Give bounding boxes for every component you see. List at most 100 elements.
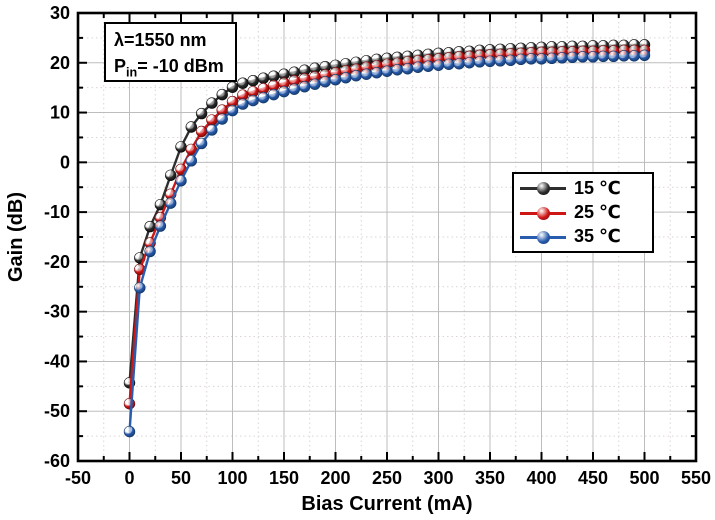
data-point-marker xyxy=(360,68,373,80)
data-point-marker xyxy=(432,59,445,71)
data-point-marker xyxy=(463,57,476,69)
data-point-marker xyxy=(195,107,208,120)
x-tick-label: 350 xyxy=(475,468,505,488)
data-point-marker xyxy=(515,53,527,65)
data-point-marker xyxy=(175,175,187,187)
data-point-marker xyxy=(391,64,403,76)
y-tick-label: -40 xyxy=(44,351,70,371)
x-tick-label: 100 xyxy=(217,468,247,488)
data-point-marker xyxy=(185,121,198,133)
legend-ball-icon xyxy=(537,230,550,244)
data-point-marker xyxy=(556,52,568,64)
y-tick-label: -10 xyxy=(44,202,70,222)
x-tick-label: 50 xyxy=(171,468,191,488)
x-tick-label: 150 xyxy=(269,468,299,488)
data-point-marker xyxy=(340,72,352,84)
data-point-marker xyxy=(206,114,218,126)
series-35℃ xyxy=(123,49,651,438)
data-point-marker xyxy=(247,74,259,87)
data-point-marker xyxy=(504,54,517,66)
x-tick-label: 300 xyxy=(423,468,453,488)
legend-line-ball-icon xyxy=(520,206,566,220)
data-point-marker xyxy=(226,104,239,117)
data-point-marker xyxy=(412,61,424,73)
y-tick-label: -20 xyxy=(44,252,70,272)
y-tick-label: 20 xyxy=(50,53,70,73)
y-axis-title: Gain (dB) xyxy=(5,192,27,282)
data-point-marker xyxy=(216,113,228,125)
y-tick-label: 0 xyxy=(60,152,70,172)
grid-major xyxy=(78,13,696,461)
legend-item-35c: 35 ℃ xyxy=(520,225,646,249)
data-point-marker xyxy=(546,52,558,64)
data-point-marker xyxy=(494,55,506,67)
data-point-marker xyxy=(607,50,620,63)
data-point-marker xyxy=(165,169,177,181)
data-point-marker xyxy=(597,50,609,63)
data-point-marker xyxy=(566,51,579,64)
data-point-marker xyxy=(576,51,589,63)
data-point-marker xyxy=(195,137,208,150)
annotation-box: λ=1550 nm Pin= -10 dBm xyxy=(104,22,237,82)
data-point-marker xyxy=(401,63,414,75)
y-tick-label: -60 xyxy=(44,451,70,471)
data-point-marker xyxy=(587,51,599,63)
data-point-marker xyxy=(298,80,311,93)
data-point-marker xyxy=(278,85,290,98)
data-point-marker xyxy=(185,155,198,167)
y-tick-label: -50 xyxy=(44,401,70,421)
data-point-marker xyxy=(123,398,136,410)
x-tick-label: 0 xyxy=(124,468,134,488)
legend-item-25c: 25 ℃ xyxy=(520,201,646,225)
data-point-marker xyxy=(638,49,651,62)
data-point-marker xyxy=(165,197,177,209)
x-tick-label: 200 xyxy=(320,468,350,488)
data-point-marker xyxy=(618,50,630,62)
data-point-marker xyxy=(350,70,362,82)
x-tick-label: 500 xyxy=(629,468,659,488)
legend-ball-icon xyxy=(537,182,550,196)
axis-ticks xyxy=(77,12,697,462)
data-point-marker xyxy=(216,88,228,101)
data-point-marker xyxy=(484,55,496,67)
data-point-marker xyxy=(268,88,280,101)
data-point-marker xyxy=(443,58,455,70)
data-point-marker xyxy=(628,50,640,62)
legend-label: 15 ℃ xyxy=(574,177,621,198)
y-tick-label: 30 xyxy=(50,3,70,23)
x-axis-title: Bias Current (mA) xyxy=(301,493,472,515)
legend-label: 25 ℃ xyxy=(574,202,621,222)
data-point-marker xyxy=(123,425,136,438)
x-tick-label: 450 xyxy=(578,468,608,488)
x-tick-label: -50 xyxy=(65,468,91,488)
data-point-marker xyxy=(474,56,486,68)
data-point-marker xyxy=(371,67,383,79)
wavelength-label: λ=1550 nm xyxy=(114,30,207,50)
data-point-marker xyxy=(257,91,270,104)
data-point-marker xyxy=(288,83,300,95)
data-point-marker xyxy=(144,245,156,258)
data-point-marker xyxy=(535,53,548,65)
data-point-marker xyxy=(237,98,249,110)
data-point-marker xyxy=(329,74,342,86)
data-point-marker xyxy=(422,60,434,72)
data-point-marker xyxy=(206,124,218,136)
input-power-label: Pin= -10 dBm xyxy=(114,56,224,80)
x-tick-label: 400 xyxy=(526,468,556,488)
x-tick-label: 550 xyxy=(681,468,711,488)
x-tick-label: 250 xyxy=(372,468,402,488)
y-tick-label: 10 xyxy=(50,103,70,123)
data-point-marker xyxy=(525,53,537,65)
data-point-marker xyxy=(257,72,270,84)
data-point-marker xyxy=(309,78,321,90)
data-point-marker xyxy=(381,65,393,77)
data-point-marker xyxy=(175,141,187,153)
data-point-marker xyxy=(144,220,156,233)
data-point-marker xyxy=(226,81,239,93)
data-point-marker xyxy=(154,220,167,232)
y-tick-label: -30 xyxy=(44,302,70,322)
legend-box: 15 ℃ 25 ℃ 35 ℃ xyxy=(512,172,654,253)
data-point-marker xyxy=(453,58,465,70)
